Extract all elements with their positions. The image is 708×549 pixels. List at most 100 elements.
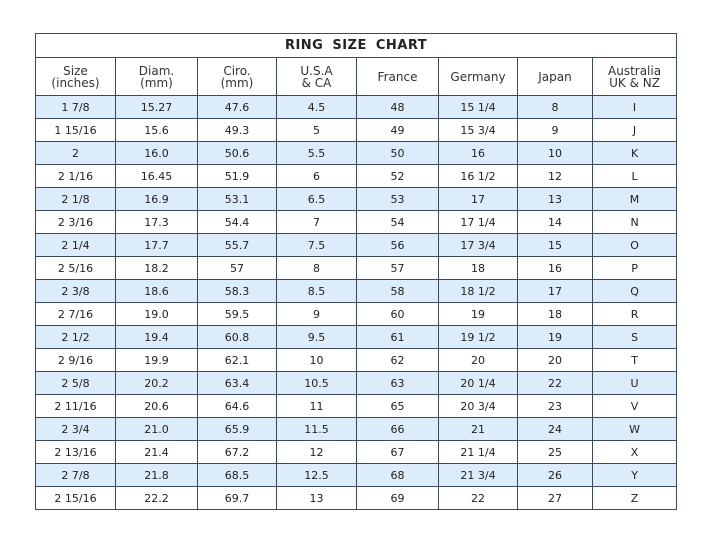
cell-australia-uk-nz: X [591, 440, 678, 464]
cell-size-inches: 2 1/8 [35, 187, 116, 211]
cell-germany: 21 1/4 [438, 440, 518, 464]
cell-circumference-mm: 47.6 [197, 95, 277, 119]
cell-france: 63 [356, 371, 439, 395]
cell-diameter-mm: 16.9 [115, 187, 198, 211]
table-row: 2 3/4 21.0 65.9 11.5 66 21 24 W [35, 417, 678, 441]
cell-circumference-mm: 54.4 [197, 210, 277, 234]
table-row: 2 1/8 16.9 53.1 6.5 53 17 13 M [35, 187, 678, 211]
cell-japan: 27 [517, 486, 593, 510]
cell-circumference-mm: 59.5 [197, 302, 277, 326]
cell-diameter-mm: 21.0 [115, 417, 198, 441]
cell-usa-ca: 7.5 [276, 233, 357, 257]
cell-france: 49 [356, 118, 439, 142]
cell-size-inches: 2 7/8 [35, 463, 116, 487]
table-row: 2 3/8 18.6 58.3 8.5 58 18 1/2 17 Q [35, 279, 678, 303]
cell-diameter-mm: 20.6 [115, 394, 198, 418]
cell-japan: 8 [517, 95, 593, 119]
cell-germany: 21 [438, 417, 518, 441]
cell-diameter-mm: 18.6 [115, 279, 198, 303]
table-row: 2 5/8 20.2 63.4 10.5 63 20 1/4 22 U [35, 371, 678, 395]
table-row: 2 7/16 19.0 59.5 9 60 19 18 R [35, 302, 678, 326]
cell-japan: 23 [517, 394, 593, 418]
cell-germany: 15 3/4 [438, 118, 518, 142]
header-text: (mm) [220, 75, 254, 90]
cell-diameter-mm: 19.4 [115, 325, 198, 349]
cell-japan: 9 [517, 118, 593, 142]
cell-circumference-mm: 50.6 [197, 141, 277, 165]
cell-size-inches: 2 3/8 [35, 279, 116, 303]
cell-germany: 15 1/4 [438, 95, 518, 119]
cell-usa-ca: 12.5 [276, 463, 357, 487]
cell-france: 65 [356, 394, 439, 418]
cell-circumference-mm: 63.4 [197, 371, 277, 395]
header-text: Size [63, 63, 88, 78]
table-row: 2 16.0 50.6 5.5 50 16 10 K [35, 141, 678, 165]
cell-usa-ca: 10.5 [276, 371, 357, 395]
cell-germany: 22 [438, 486, 518, 510]
cell-france: 56 [356, 233, 439, 257]
cell-japan: 26 [517, 463, 593, 487]
ring-size-chart: RING SIZE CHART Size (inches) Diam. (mm) Cir… [34, 33, 678, 510]
cell-circumference-mm: 57 [197, 256, 277, 280]
cell-germany: 18 1/2 [438, 279, 518, 303]
cell-japan: 19 [517, 325, 593, 349]
cell-size-inches: 2 1/4 [35, 233, 116, 257]
cell-usa-ca: 7 [276, 210, 357, 234]
cell-france: 61 [356, 325, 439, 349]
cell-germany: 21 3/4 [438, 463, 518, 487]
cell-australia-uk-nz: J [591, 118, 678, 142]
cell-japan: 15 [517, 233, 593, 257]
cell-france: 67 [356, 440, 439, 464]
cell-australia-uk-nz: U [591, 371, 678, 395]
table-row: 2 13/16 21.4 67.2 12 67 21 1/4 25 X [35, 440, 678, 464]
header-text: Germany [450, 69, 506, 84]
cell-australia-uk-nz: T [591, 348, 678, 372]
table-row: 1 15/16 15.6 49.3 5 49 15 3/4 9 J [35, 118, 678, 142]
cell-circumference-mm: 64.6 [197, 394, 277, 418]
cell-usa-ca: 5 [276, 118, 357, 142]
cell-australia-uk-nz: L [591, 164, 678, 188]
cell-size-inches: 2 7/16 [35, 302, 116, 326]
column-header-diameter-mm: Diam. (mm) [115, 57, 198, 96]
cell-australia-uk-nz: S [591, 325, 678, 349]
column-header-usa-ca: U.S.A & CA [276, 57, 357, 96]
cell-germany: 18 [438, 256, 518, 280]
cell-diameter-mm: 16.0 [115, 141, 198, 165]
cell-france: 54 [356, 210, 439, 234]
cell-japan: 20 [517, 348, 593, 372]
chart-title: RING SIZE CHART [34, 33, 678, 58]
cell-size-inches: 2 5/8 [35, 371, 116, 395]
cell-diameter-mm: 19.0 [115, 302, 198, 326]
cell-circumference-mm: 60.8 [197, 325, 277, 349]
header-text: (mm) [140, 75, 173, 90]
cell-japan: 18 [517, 302, 593, 326]
cell-australia-uk-nz: Z [591, 486, 678, 510]
cell-japan: 13 [517, 187, 593, 211]
cell-size-inches: 2 15/16 [35, 486, 116, 510]
cell-australia-uk-nz: W [591, 417, 678, 441]
cell-japan: 25 [517, 440, 593, 464]
cell-circumference-mm: 55.7 [197, 233, 277, 257]
table-row: 1 7/8 15.27 47.6 4.5 48 15 1/4 8 I [35, 95, 678, 119]
cell-circumference-mm: 51.9 [197, 164, 277, 188]
cell-size-inches: 2 [35, 141, 116, 165]
cell-diameter-mm: 21.4 [115, 440, 198, 464]
cell-australia-uk-nz: M [591, 187, 678, 211]
header-text: Ciro. [223, 63, 251, 78]
cell-circumference-mm: 68.5 [197, 463, 277, 487]
cell-australia-uk-nz: O [591, 233, 678, 257]
column-header-germany: Germany [438, 57, 518, 96]
cell-germany: 16 1/2 [438, 164, 518, 188]
table-row: 2 1/16 16.45 51.9 6 52 16 1/2 12 L [35, 164, 678, 188]
cell-diameter-mm: 19.9 [115, 348, 198, 372]
table-row: 2 9/16 19.9 62.1 10 62 20 20 T [35, 348, 678, 372]
cell-germany: 17 3/4 [438, 233, 518, 257]
cell-size-inches: 2 11/16 [35, 394, 116, 418]
cell-diameter-mm: 16.45 [115, 164, 198, 188]
cell-japan: 22 [517, 371, 593, 395]
cell-france: 62 [356, 348, 439, 372]
cell-diameter-mm: 17.7 [115, 233, 198, 257]
cell-japan: 12 [517, 164, 593, 188]
cell-australia-uk-nz: V [591, 394, 678, 418]
cell-usa-ca: 8.5 [276, 279, 357, 303]
